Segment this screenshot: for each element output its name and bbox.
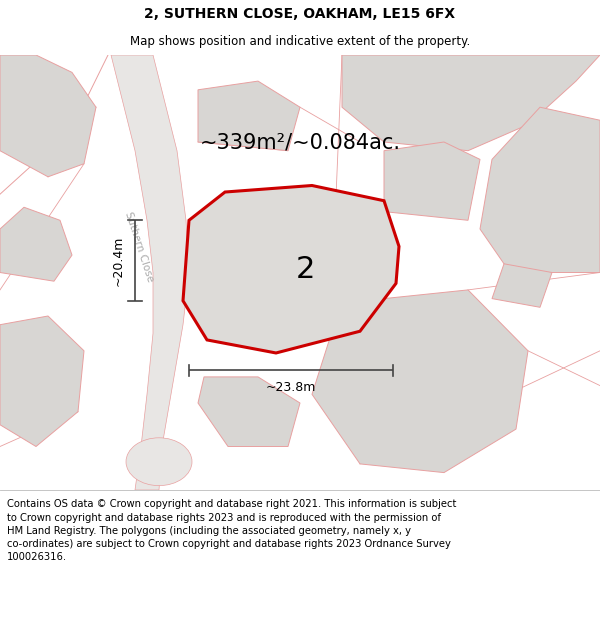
Text: ~339m²/~0.084ac.: ~339m²/~0.084ac. <box>199 132 401 152</box>
Text: ~23.8m: ~23.8m <box>266 381 316 394</box>
Polygon shape <box>384 142 480 220</box>
Text: Contains OS data © Crown copyright and database right 2021. This information is : Contains OS data © Crown copyright and d… <box>7 499 457 562</box>
Polygon shape <box>198 81 300 151</box>
Polygon shape <box>0 55 96 177</box>
Polygon shape <box>492 264 552 308</box>
Circle shape <box>126 438 192 486</box>
Text: Map shows position and indicative extent of the property.: Map shows position and indicative extent… <box>130 35 470 48</box>
Polygon shape <box>111 55 189 490</box>
Polygon shape <box>342 55 600 151</box>
Polygon shape <box>480 107 600 272</box>
Text: 2: 2 <box>295 255 315 284</box>
Polygon shape <box>312 290 528 472</box>
Polygon shape <box>183 186 399 353</box>
Text: ~20.4m: ~20.4m <box>112 236 125 286</box>
Text: Suthern Close: Suthern Close <box>123 210 155 282</box>
Polygon shape <box>0 208 72 281</box>
Polygon shape <box>0 316 84 446</box>
Text: 2, SUTHERN CLOSE, OAKHAM, LE15 6FX: 2, SUTHERN CLOSE, OAKHAM, LE15 6FX <box>145 8 455 21</box>
Polygon shape <box>198 377 300 446</box>
